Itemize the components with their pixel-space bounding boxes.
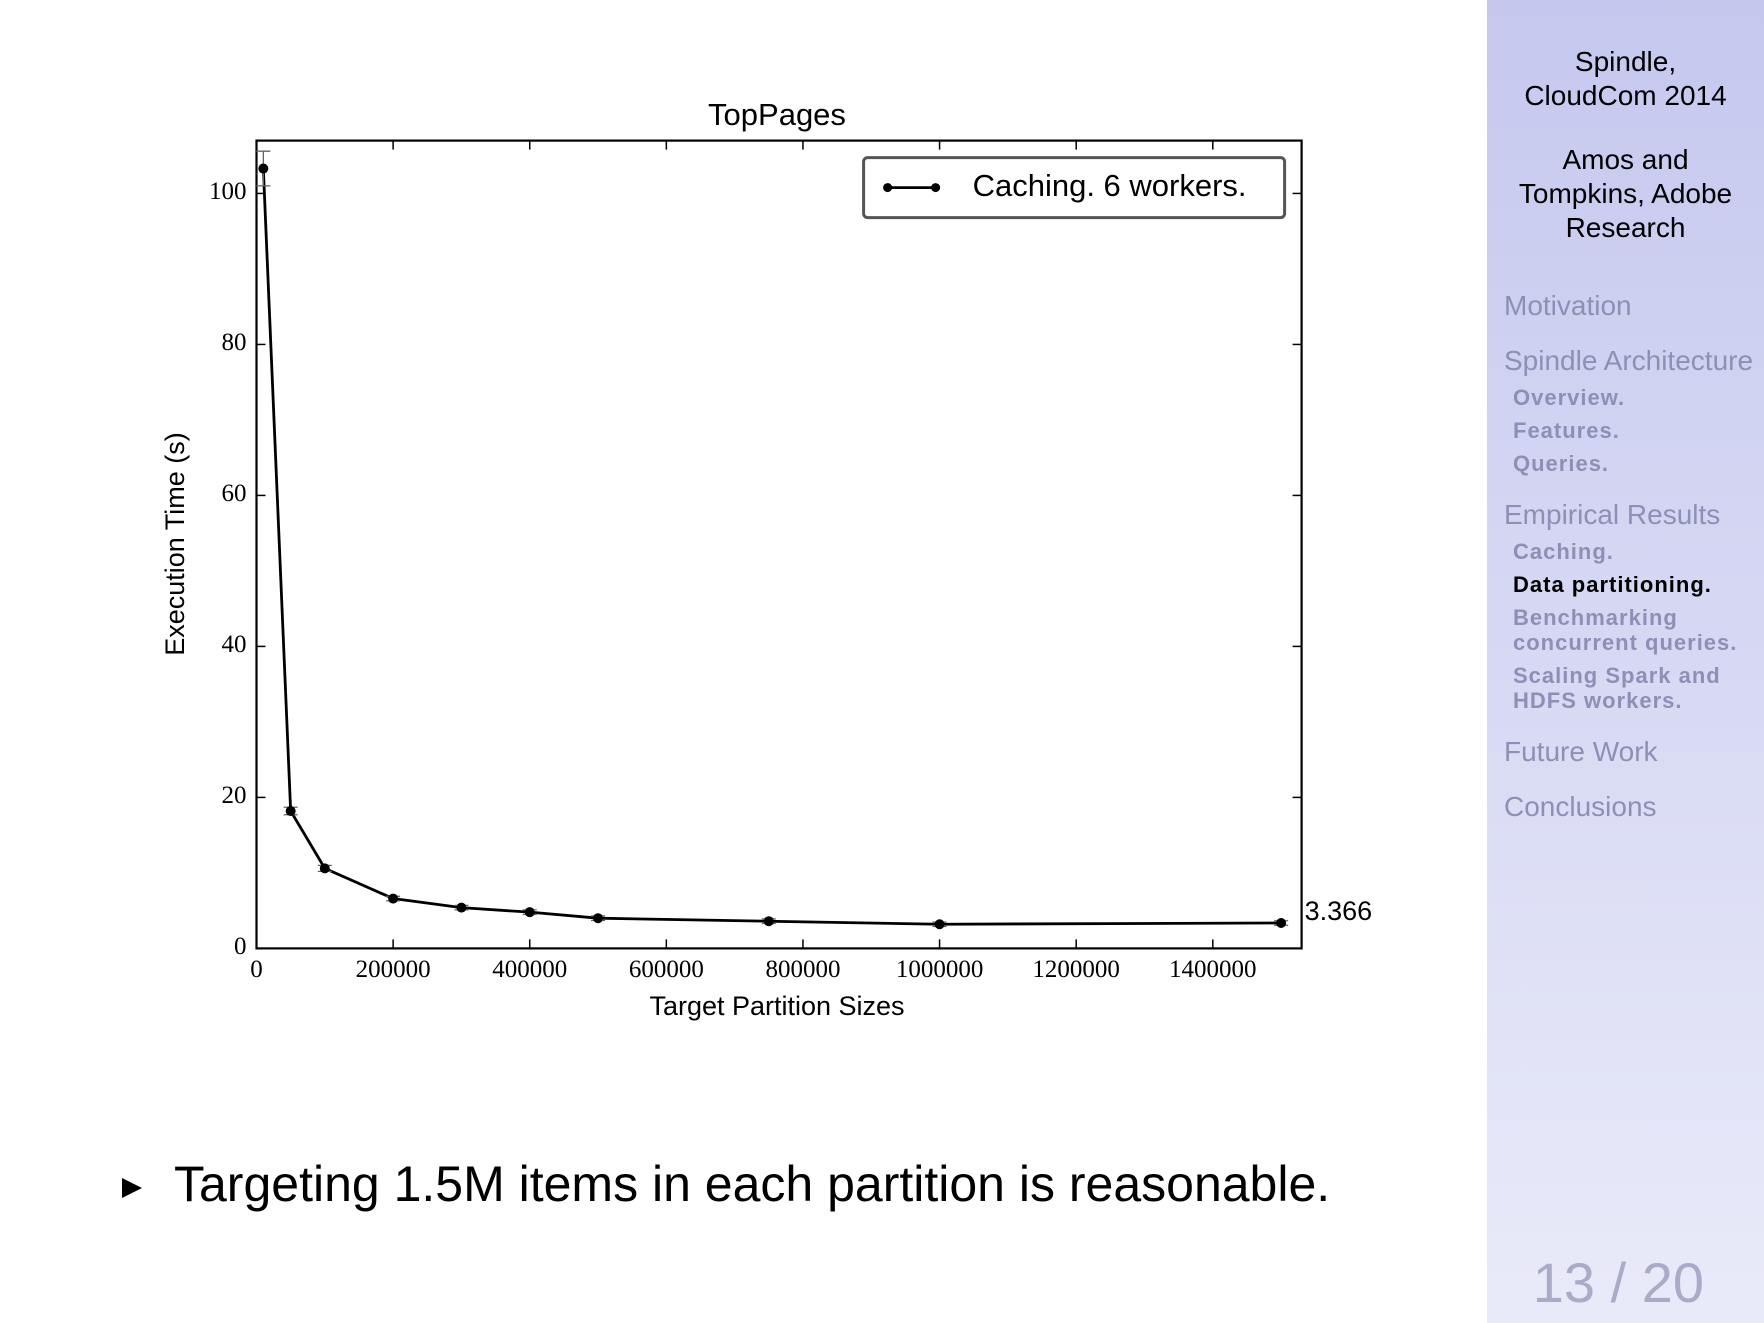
page-number: 13 / 20: [1532, 1251, 1704, 1314]
x-tick-label: 600000: [629, 956, 704, 983]
data-point: [285, 805, 296, 816]
y-tick-label: 0: [234, 933, 247, 960]
nav-section-title[interactable]: Spindle Architecture: [1504, 345, 1754, 376]
section-list: Motivation Spindle Architecture Overview. F…: [1487, 289, 1764, 823]
chart-title: TopPages: [708, 97, 846, 132]
data-point: [456, 902, 467, 913]
legend-label: Caching. 6 workers.: [973, 168, 1247, 203]
legend-marker: [883, 183, 893, 193]
presentation-title: Spindle, CloudCom 2014: [1524, 46, 1727, 111]
nav-section: Empirical Results Caching. Data partitioni…: [1504, 498, 1754, 713]
x-tick-label: 1000000: [896, 956, 984, 983]
y-axis-label: Execution Time (s): [160, 432, 190, 656]
nav-section-title[interactable]: Empirical Results: [1504, 499, 1721, 530]
nav-subsection[interactable]: Data partitioning.: [1513, 572, 1712, 597]
x-tick-label: 400000: [492, 956, 567, 983]
x-tick-label: 1200000: [1032, 956, 1120, 983]
nav-section-title[interactable]: Conclusions: [1504, 791, 1657, 822]
bullet-text: Targeting 1.5M items in each partition i…: [174, 1156, 1331, 1212]
nav-subsection[interactable]: Overview.: [1513, 385, 1626, 410]
y-tick-label: 80: [222, 329, 247, 356]
data-point: [388, 893, 399, 904]
x-axis-label: Target Partition Sizes: [649, 991, 904, 1021]
data-point: [524, 907, 535, 918]
x-tick-label: 800000: [765, 956, 840, 983]
nav-section: Spindle Architecture Overview. Features. Qu…: [1504, 344, 1754, 476]
series-line: [261, 168, 1282, 926]
x-tick-label: 0: [250, 956, 263, 983]
data-point: [1276, 917, 1287, 928]
authors: Amos and Tompkins, Adobe Research: [1518, 144, 1733, 243]
sidebar: Spindle, CloudCom 2014 Amos and Tompkins…: [1487, 0, 1764, 1323]
nav-section: Motivation: [1504, 289, 1754, 322]
plot-frame: [255, 139, 1303, 950]
data-point: [763, 916, 774, 927]
nav-section-title[interactable]: Motivation: [1504, 290, 1632, 321]
data-point: [319, 863, 330, 874]
bullet-item: Targeting 1.5M items in each partition i…: [120, 1155, 1330, 1213]
nav-subsection[interactable]: Caching.: [1513, 539, 1614, 564]
y-tick-label: 60: [222, 480, 247, 507]
nav-subsection[interactable]: Features.: [1513, 418, 1620, 443]
nav-subsection[interactable]: Scaling Spark and HDFS workers.: [1513, 663, 1721, 713]
bullet-marker: [122, 1177, 142, 1198]
y-tick-label: 100: [209, 178, 247, 205]
legend-marker: [931, 183, 941, 193]
nav-section-title[interactable]: Future Work: [1504, 736, 1658, 767]
data-point: [934, 919, 945, 930]
x-tick-label: 200000: [356, 956, 431, 983]
legend-box: [862, 156, 1287, 220]
y-tick-label: 20: [222, 782, 247, 809]
data-label: 3.366: [1305, 896, 1373, 926]
nav-section: Conclusions: [1504, 790, 1754, 823]
y-tick-label: 40: [222, 631, 247, 658]
nav-subsection[interactable]: Queries.: [1513, 451, 1610, 476]
nav-subsection[interactable]: Benchmarking concurrent queries.: [1513, 605, 1738, 655]
chart: TopPages Target Partition Sizes Executio…: [160, 97, 1373, 1021]
x-tick-label: 1400000: [1169, 956, 1257, 983]
data-point: [593, 913, 604, 924]
data-point: [258, 163, 269, 174]
nav-section: Future Work: [1504, 735, 1754, 768]
